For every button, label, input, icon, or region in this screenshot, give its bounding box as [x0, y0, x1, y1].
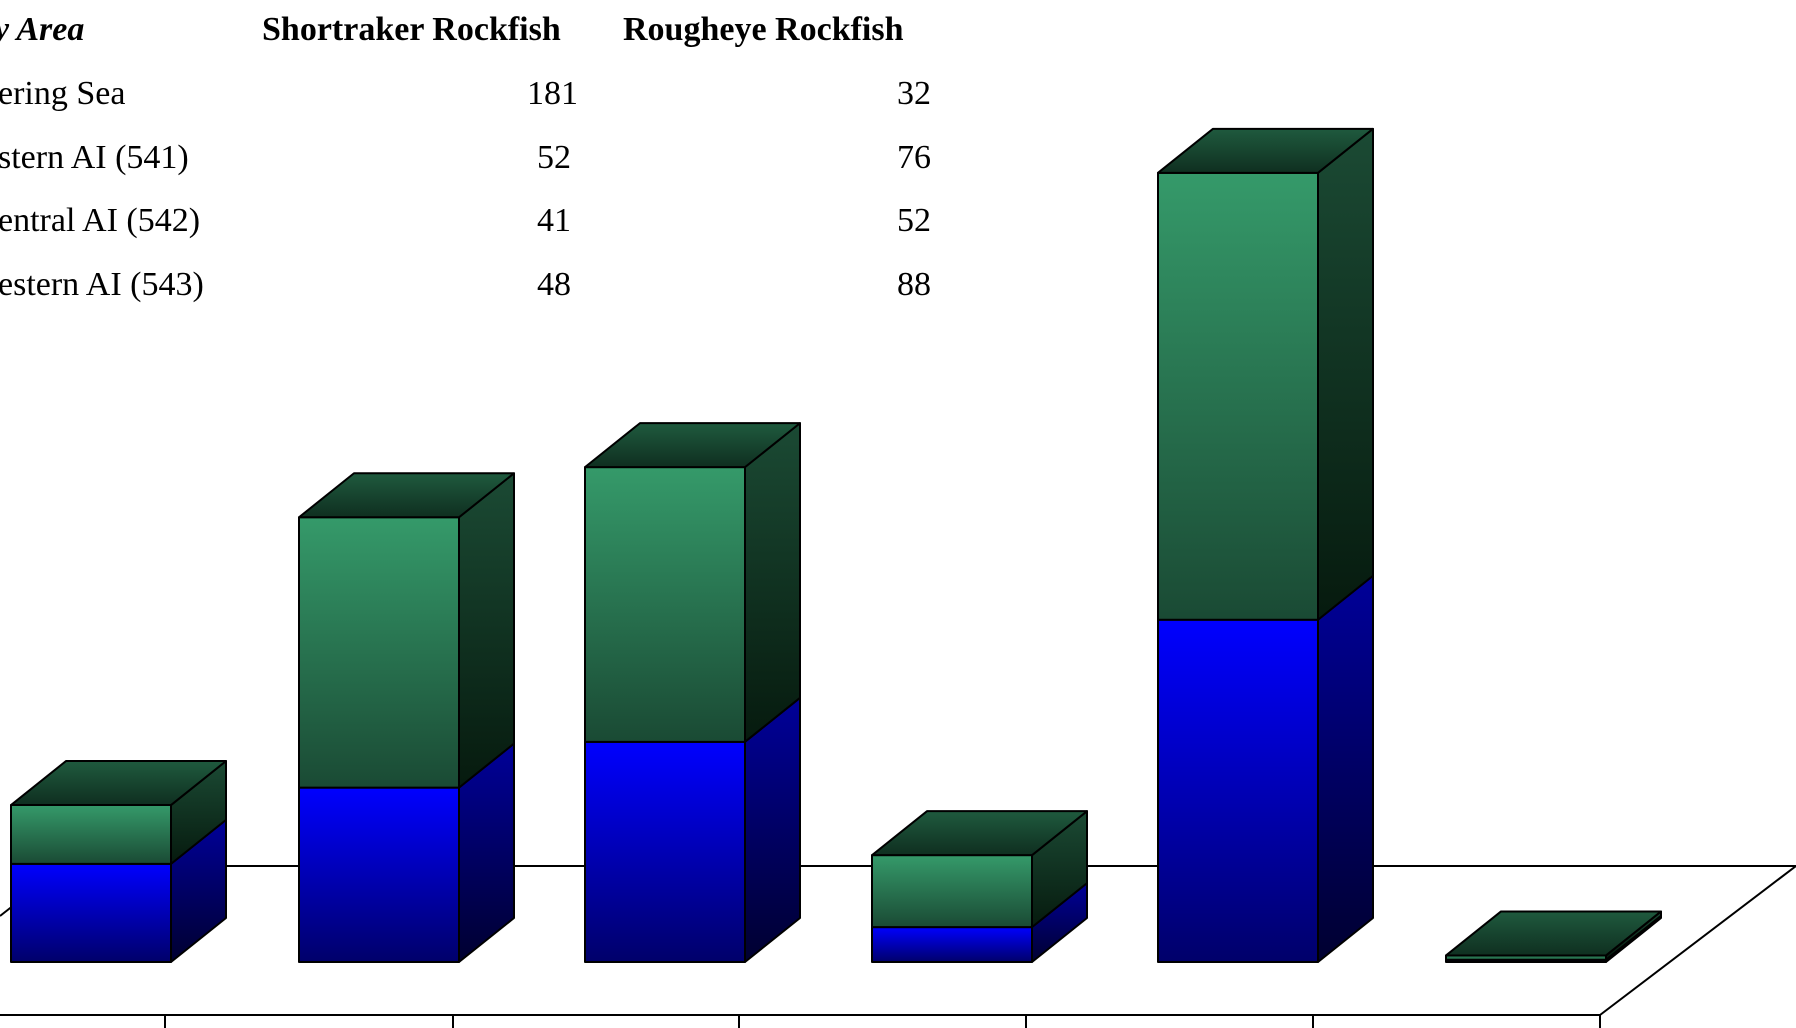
table-cell-shortraker: 41: [537, 202, 571, 239]
bar-bottom-segment: [10, 862, 172, 964]
table-row-label: ering Sea: [0, 75, 125, 112]
table-cell-shortraker: 52: [537, 139, 571, 176]
table-cell-rougheye: 32: [897, 75, 931, 112]
bar-bottom-segment: [298, 786, 460, 963]
bar-cap: [871, 810, 1088, 857]
bar-top-segment: [298, 516, 460, 789]
bar-top-side: [744, 422, 801, 743]
bar-stack: [10, 760, 227, 964]
table-header-rougheye: Rougheye Rockfish: [623, 11, 904, 48]
bar-top-segment: [584, 466, 746, 743]
bar-cap: [1157, 127, 1374, 174]
bar-bottom-segment: [871, 926, 1033, 963]
table-row-label: estern AI (543): [0, 266, 204, 303]
bar-stack: [298, 472, 515, 963]
table-cell-shortraker: 181: [527, 75, 578, 112]
table-cell-shortraker: 48: [537, 266, 571, 303]
bar-top-segment: [1157, 171, 1319, 621]
bar-bottom-side: [1317, 574, 1374, 963]
bar-cap: [1445, 910, 1662, 957]
table-row-label: entral AI (542): [0, 202, 200, 239]
bar-cap: [10, 760, 227, 807]
bars-group: [10, 127, 1662, 964]
table-header-shortraker: Shortraker Rockfish: [262, 11, 561, 48]
bar-bottom-segment: [1157, 618, 1319, 963]
table-cell-rougheye: 76: [897, 139, 931, 176]
table-cell-rougheye: 52: [897, 202, 931, 239]
bar-cap: [298, 472, 515, 519]
bar-stack: [584, 422, 801, 963]
bar-stack: [1445, 910, 1662, 964]
bar-top-segment: [10, 804, 172, 865]
bar-stack: [1157, 127, 1374, 963]
bar-bottom-side: [744, 696, 801, 963]
data-table: y Area Shortraker Rockfish Rougheye Rock…: [0, 11, 931, 303]
bar-cap: [584, 422, 801, 469]
bar-stack: [871, 810, 1088, 963]
bar-top-side: [458, 472, 515, 789]
bar-bottom-segment: [584, 740, 746, 963]
table-cell-rougheye: 88: [897, 266, 931, 303]
bar-top-segment: [871, 854, 1033, 929]
table-header-area: y Area: [0, 11, 84, 48]
table-row-label: stern AI (541): [0, 139, 189, 176]
bar-top-side: [1317, 127, 1374, 621]
